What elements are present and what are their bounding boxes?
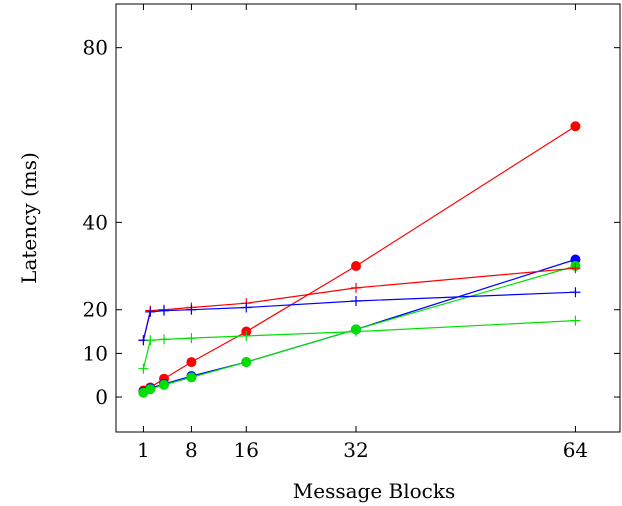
series-3 bbox=[138, 261, 581, 398]
y-tick-label: 10 bbox=[83, 341, 108, 365]
series-line bbox=[143, 125, 576, 392]
y-axis-label: Latency (ms) bbox=[17, 152, 41, 284]
data-point bbox=[186, 357, 197, 368]
data-point bbox=[351, 295, 361, 306]
data-point bbox=[570, 287, 581, 298]
data-point bbox=[241, 330, 252, 341]
data-point bbox=[186, 333, 197, 344]
data-point bbox=[241, 302, 252, 313]
data-point bbox=[351, 261, 361, 272]
data-point bbox=[570, 315, 581, 326]
x-axis: 1 8 16 32 64 bbox=[137, 4, 588, 462]
series-6 bbox=[138, 315, 581, 374]
x-tick-label: 16 bbox=[234, 438, 259, 462]
x-tick-label: 8 bbox=[185, 438, 198, 462]
data-point bbox=[351, 326, 361, 337]
data-point bbox=[241, 357, 252, 368]
data-point bbox=[351, 282, 361, 293]
series-layer bbox=[138, 121, 581, 398]
y-tick-label: 20 bbox=[83, 298, 108, 322]
series-1 bbox=[138, 121, 581, 396]
data-point bbox=[186, 372, 197, 383]
series-line bbox=[143, 258, 576, 393]
data-point bbox=[186, 304, 197, 315]
series-line bbox=[142, 291, 576, 341]
y-axis: 0 10 20 40 80 bbox=[83, 36, 620, 409]
y-tick-label: 0 bbox=[95, 385, 108, 409]
x-tick-label: 64 bbox=[563, 438, 588, 462]
data-point bbox=[138, 363, 149, 374]
data-point bbox=[570, 263, 581, 274]
x-tick-label: 32 bbox=[343, 438, 368, 462]
series-5 bbox=[138, 287, 581, 346]
data-point bbox=[159, 379, 169, 390]
data-point bbox=[159, 305, 169, 316]
series-2 bbox=[138, 254, 581, 397]
y-tick-label: 80 bbox=[83, 36, 108, 60]
data-point bbox=[159, 334, 169, 345]
data-point bbox=[145, 306, 156, 317]
x-tick-label: 1 bbox=[137, 438, 150, 462]
y-tick-label: 40 bbox=[83, 210, 108, 234]
plot-frame bbox=[115, 3, 621, 433]
data-point bbox=[145, 335, 156, 346]
x-axis-label: Message Blocks bbox=[293, 479, 455, 503]
data-point bbox=[570, 121, 581, 132]
data-point bbox=[145, 384, 156, 395]
